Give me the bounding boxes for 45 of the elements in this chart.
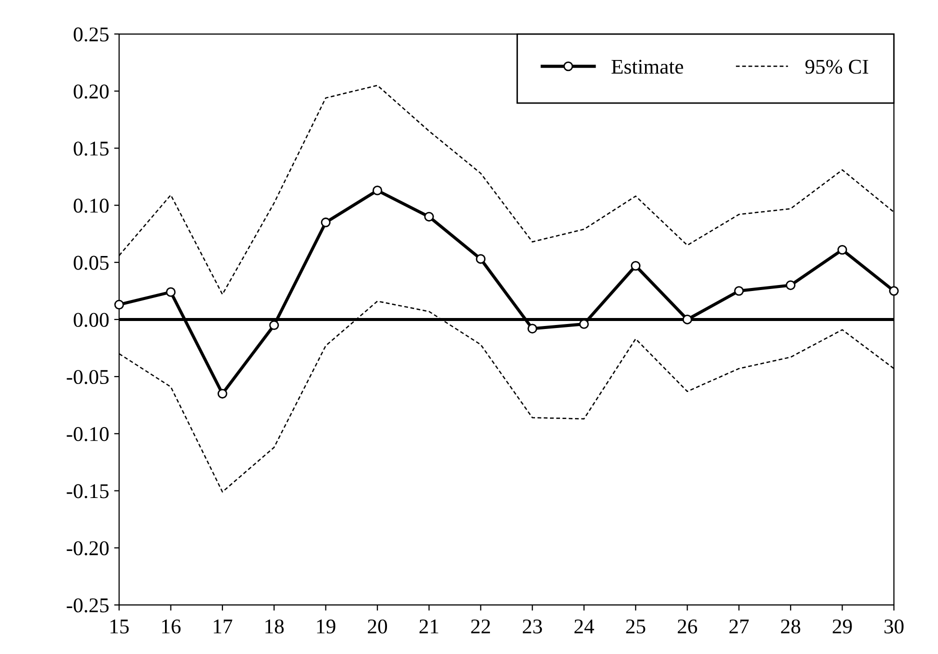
y-tick-label: -0.10 xyxy=(66,427,109,442)
point xyxy=(682,314,692,324)
x-tick-label: 17 xyxy=(214,620,232,634)
y-tick-label: 0.15 xyxy=(74,142,109,156)
x-tick-label: 19 xyxy=(317,620,336,634)
x-tick-label: 20 xyxy=(368,619,388,634)
y-tick-label: 0.25 xyxy=(74,27,109,42)
point xyxy=(527,324,538,334)
point xyxy=(630,260,641,271)
x-tick-label: 16 xyxy=(162,620,181,634)
y-tick-label: -0.05 xyxy=(66,370,109,384)
point xyxy=(320,218,331,228)
point xyxy=(166,287,176,297)
y-tick-label: 0.10 xyxy=(74,198,109,213)
x-tick-label: 21 xyxy=(420,620,438,634)
y-tick-label: 0.20 xyxy=(74,84,109,99)
x-tick-label: 30 xyxy=(884,619,904,634)
legend-label: 95% CI xyxy=(805,60,868,74)
point xyxy=(837,244,848,255)
point xyxy=(269,320,279,330)
y-tick-label: -0.15 xyxy=(66,484,109,498)
point xyxy=(424,212,434,222)
y-tick-label: 0.00 xyxy=(74,312,109,328)
x-tick-label: 29 xyxy=(832,620,852,634)
y-tick-label: -0.25 xyxy=(66,598,109,612)
point xyxy=(372,186,382,196)
legend-label: Estimate xyxy=(612,60,684,74)
point xyxy=(218,388,228,399)
point xyxy=(734,286,744,296)
x-tick-label: 24 xyxy=(574,620,594,634)
x-tick-label: 23 xyxy=(522,620,542,634)
x-tick-label: 27 xyxy=(729,620,749,634)
point xyxy=(114,300,124,310)
x-tick-label: 15 xyxy=(110,620,129,634)
point xyxy=(579,319,589,329)
y-tick-label: -0.20 xyxy=(66,541,109,556)
x-tick-label: 25 xyxy=(626,620,646,634)
x-tick-label: 26 xyxy=(678,620,698,634)
point xyxy=(786,280,796,290)
x-tick-label: 22 xyxy=(471,620,490,634)
y-tick-label: 0.05 xyxy=(74,256,109,270)
x-tick-label: 28 xyxy=(781,619,800,634)
x-tick-label: 18 xyxy=(266,619,284,634)
point xyxy=(476,254,486,264)
point xyxy=(889,286,899,296)
